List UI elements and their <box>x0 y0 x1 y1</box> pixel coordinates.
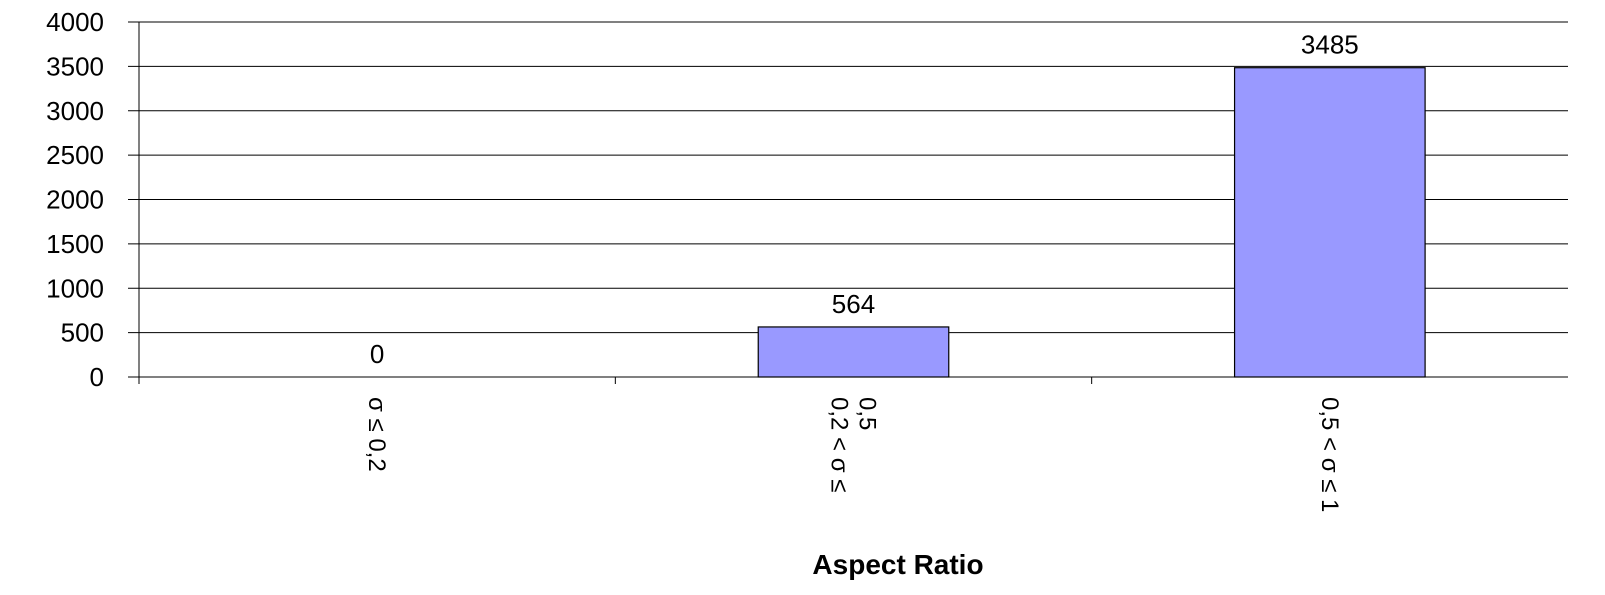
bar <box>1233 67 1426 378</box>
category-label: 0,2 < σ ≤0,5 <box>826 397 881 492</box>
category-label-line: 0,5 < σ ≤ 1 <box>1316 397 1343 512</box>
gridlines <box>139 21 1568 334</box>
data-label: 564 <box>832 289 875 319</box>
y-tick-label: 3500 <box>46 51 104 81</box>
bar <box>757 326 950 378</box>
category-label: 0,5 < σ ≤ 1 <box>1316 397 1343 512</box>
y-tick-label: 4000 <box>46 7 104 37</box>
x-axis-title: Aspect Ratio <box>812 549 983 580</box>
y-tick-label: 1000 <box>46 273 104 303</box>
category-labels: σ ≤ 0,2 0,2 < σ ≤0,5 0,5 < σ ≤ 1 <box>363 397 1343 512</box>
y-tick-label: 0 <box>90 362 104 392</box>
y-tick-label: 3000 <box>46 96 104 126</box>
y-tick-labels: 0 500 1000 1500 2000 2500 3000 3500 4000 <box>46 7 104 392</box>
category-label: σ ≤ 0,2 <box>363 397 390 472</box>
category-label-line: 0,5 <box>854 397 881 430</box>
category-label-line: σ ≤ 0,2 <box>363 397 390 472</box>
data-label: 0 <box>370 339 384 369</box>
data-labels: 0 564 3485 <box>370 30 1359 369</box>
axes <box>128 21 1568 384</box>
y-tick-label: 2500 <box>46 140 104 170</box>
category-label-line: 0,2 < σ ≤ <box>826 397 853 492</box>
y-tick-label: 2000 <box>46 185 104 215</box>
y-tick-label: 1500 <box>46 229 104 259</box>
y-tick-label: 500 <box>61 318 104 348</box>
bars <box>757 67 1426 378</box>
data-label: 3485 <box>1301 30 1359 60</box>
